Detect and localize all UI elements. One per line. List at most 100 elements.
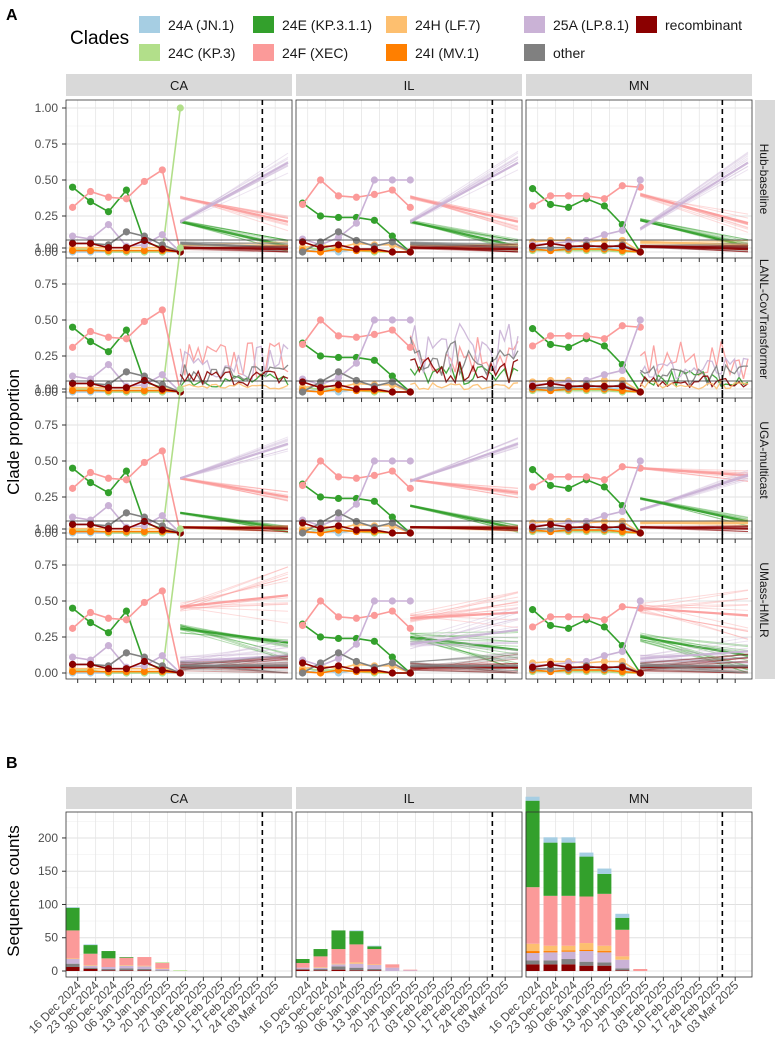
y-tick-label: 0.50: [35, 594, 59, 608]
y-tick-label: 50: [45, 931, 59, 945]
facet-panel: [66, 812, 292, 977]
observed-point: [68, 520, 77, 528]
observed-point: [104, 333, 113, 341]
observed-point: [546, 239, 555, 247]
forecast-trajectory: [180, 627, 289, 654]
observed-point: [406, 457, 414, 465]
observed-point: [86, 246, 95, 255]
forecast-trajectory: [180, 654, 289, 667]
forecast-trajectory: [180, 659, 289, 665]
bar-segment: [313, 967, 328, 970]
forecast-trajectory: [180, 220, 289, 241]
bar-segment: [83, 969, 98, 971]
forecast-trajectory: [640, 665, 749, 674]
observed-point: [68, 527, 77, 536]
forecast-trajectory: [640, 608, 749, 640]
forecast-trajectory: [640, 597, 749, 610]
observed-point: [388, 519, 396, 527]
facet-strip: [66, 74, 292, 96]
facet-strip: [526, 787, 752, 809]
forecast-median: [410, 611, 519, 620]
observed-point: [370, 597, 378, 605]
observed-point: [600, 663, 608, 671]
forecast-trajectory: [180, 666, 289, 672]
forecast-trajectory: [180, 527, 289, 533]
forecast-trajectory: [410, 601, 519, 623]
bar-segment: [349, 963, 364, 968]
bar-segment: [331, 969, 346, 971]
observed-point: [636, 457, 644, 465]
bar-segment: [403, 970, 418, 971]
bar-segment: [561, 945, 576, 951]
model-strip: [755, 381, 775, 539]
forecast-trajectory: [180, 603, 289, 610]
bar-segment: [561, 837, 576, 843]
observed-point: [68, 624, 77, 632]
forecast-line: [639, 341, 749, 379]
observed-point: [546, 520, 555, 528]
forecast-trajectory: [410, 241, 519, 248]
legend-swatch: [524, 44, 545, 61]
bar-segment: [615, 913, 630, 918]
observed-point: [546, 481, 555, 490]
forecast-trajectory: [410, 642, 519, 652]
forecast-median: [180, 654, 289, 663]
observed-point: [86, 338, 95, 346]
observed-point: [600, 476, 608, 484]
forecast-median: [640, 219, 749, 248]
forecast-trajectory: [640, 640, 749, 657]
y-tick-label: 0.50: [35, 173, 59, 187]
forecast-trajectory: [410, 652, 519, 664]
bar-segment: [615, 956, 630, 960]
bar-segment: [615, 970, 630, 971]
model-strip: [755, 521, 775, 679]
observed-point: [158, 385, 166, 393]
forecast-trajectory: [640, 668, 749, 674]
observed-point: [352, 666, 361, 674]
observed-point: [406, 176, 414, 184]
observed-point: [298, 669, 307, 677]
observed-point: [298, 248, 307, 256]
observed-point: [564, 624, 573, 632]
bar-segment: [155, 970, 170, 971]
bar-segment: [137, 970, 152, 971]
forecast-trajectory: [640, 656, 749, 662]
forecast-trajectory: [640, 247, 749, 252]
gridlines: [66, 100, 752, 977]
observed-point: [122, 607, 131, 615]
facet-frame: [295, 811, 523, 978]
observed-point: [158, 245, 166, 253]
observed-point: [352, 219, 361, 227]
forecast-trajectory: [410, 617, 519, 646]
forecast-trajectory: [640, 218, 749, 242]
observed-point: [406, 316, 414, 324]
observed-point: [158, 166, 166, 174]
observed-point: [86, 327, 95, 336]
facet-strip-label: CA: [170, 791, 188, 806]
observed-point: [68, 604, 77, 612]
observed-point: [316, 633, 325, 641]
forecast-trajectory: [410, 654, 519, 663]
forecast-trajectory: [640, 195, 749, 230]
observed-point: [68, 323, 77, 331]
bar-segment: [525, 800, 540, 888]
forecast-trajectory: [410, 669, 519, 674]
observed-point: [86, 187, 95, 196]
forecast-trajectory: [410, 668, 519, 674]
observed-point: [564, 332, 573, 340]
observed-point: [618, 322, 626, 330]
y-tick-label: 0.75: [35, 137, 59, 151]
observed-point: [122, 335, 131, 343]
legend-swatch: [386, 16, 407, 33]
facet-panel: [66, 100, 292, 258]
observed-point: [600, 202, 608, 210]
forecast-median: [410, 242, 519, 249]
forecast-line: [409, 322, 519, 374]
bar-segment: [525, 960, 540, 965]
observed-point: [370, 666, 378, 674]
facet-frame: [295, 99, 523, 259]
observed-point: [600, 195, 608, 203]
observed-point: [618, 242, 626, 250]
observed-point: [334, 213, 343, 222]
